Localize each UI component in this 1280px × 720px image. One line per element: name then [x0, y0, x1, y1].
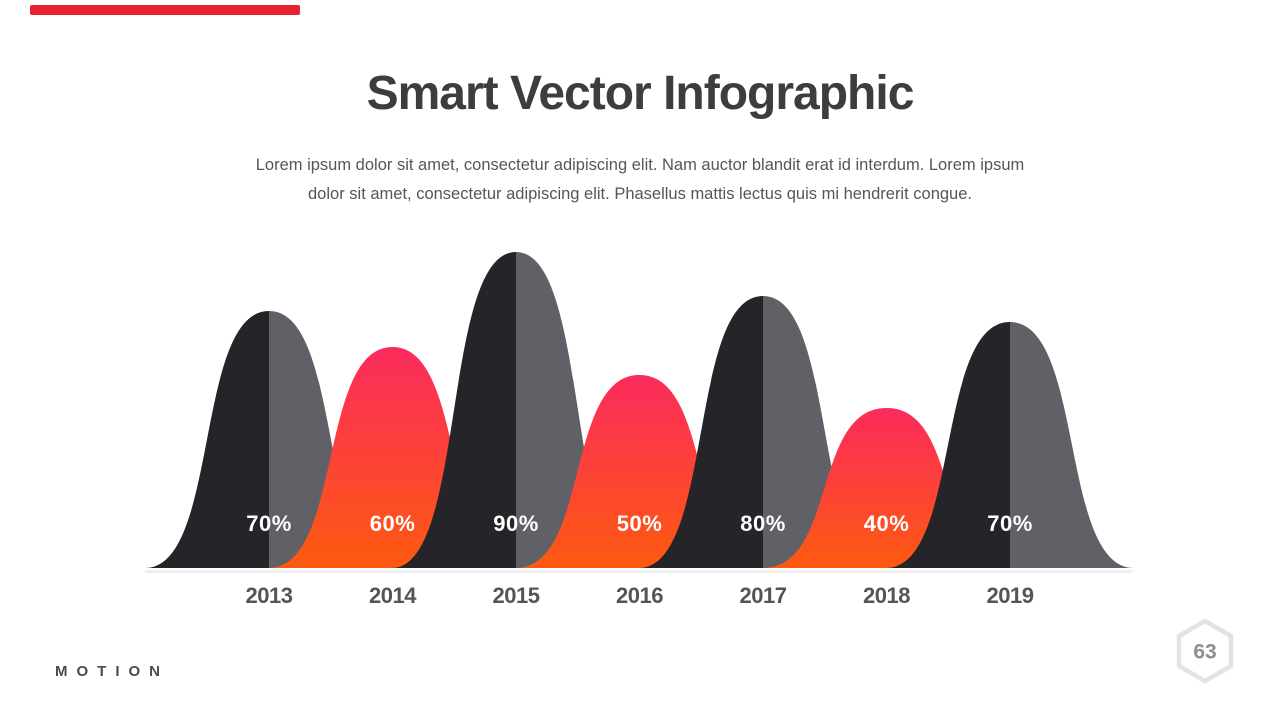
- mountain-dark-right: [269, 311, 393, 568]
- accent-bar: [30, 5, 300, 15]
- percent-label: 50%: [616, 511, 663, 536]
- percent-label: 90%: [493, 511, 539, 536]
- page-number: 63: [1193, 641, 1216, 664]
- page-number-badge: 63: [1176, 618, 1234, 684]
- page-title: Smart Vector Infographic: [366, 67, 915, 120]
- mountain-dark-left: [639, 296, 763, 568]
- year-label: 2015: [492, 583, 540, 608]
- year-label: 2013: [245, 583, 293, 608]
- mountain-dark-left: [392, 252, 516, 568]
- subtitle-line-1: Lorem ipsum dolor sit amet, consectetur …: [255, 156, 1025, 174]
- mountain-dark-left: [886, 322, 1010, 568]
- percent-label: 80%: [740, 511, 786, 536]
- chart-baseline: [145, 570, 1133, 573]
- mountain-dark-right: [516, 252, 640, 568]
- mountain-dark-left: [145, 311, 269, 568]
- percent-label: 70%: [987, 511, 1033, 536]
- mountain-dark-right: [763, 296, 887, 568]
- percent-label: 40%: [863, 511, 910, 536]
- mountain-dark-right: [1010, 322, 1134, 568]
- year-label: 2016: [616, 583, 663, 608]
- percent-label: 70%: [246, 511, 292, 536]
- subtitle-line-2: dolor sit amet, consectetur adipiscing e…: [308, 184, 972, 203]
- year-label: 2017: [739, 583, 787, 608]
- subtitle: Lorem ipsum dolor sit amet, consectetur …: [0, 151, 1280, 208]
- brand-logo: MOTION: [55, 663, 169, 680]
- year-label: 2019: [986, 583, 1034, 608]
- year-label: 2014: [369, 583, 416, 608]
- percent-label: 60%: [369, 511, 416, 536]
- hexagon-icon: [1176, 618, 1234, 684]
- year-label: 2018: [863, 583, 910, 608]
